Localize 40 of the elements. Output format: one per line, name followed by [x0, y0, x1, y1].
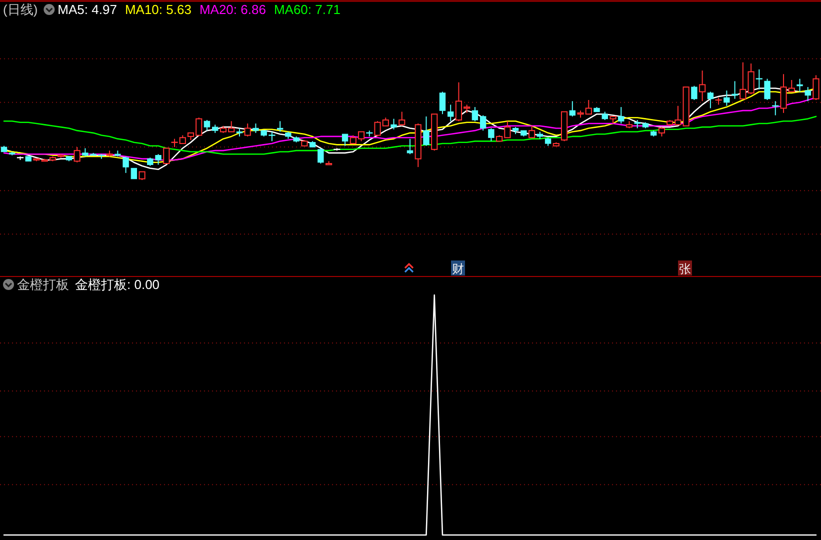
candlestick	[406, 138, 414, 155]
candlestick	[122, 156, 129, 174]
text: MA60: 7.71	[274, 2, 340, 17]
candlestick	[74, 146, 80, 163]
candlestick	[812, 74, 820, 100]
text: MA20: 6.86	[199, 2, 266, 17]
candlestick	[130, 168, 138, 180]
candlestick	[618, 106, 624, 124]
candlestick	[204, 119, 210, 132]
candlestick	[423, 116, 430, 146]
candlestick	[342, 134, 348, 146]
text: MA10: 5.63	[124, 2, 192, 17]
candlestick	[724, 90, 730, 106]
candlestick	[472, 106, 478, 122]
text: MA5: 4.97	[58, 2, 117, 17]
candlestick	[244, 123, 251, 137]
text: 张	[679, 262, 691, 276]
candlestick	[318, 148, 324, 164]
candlestick	[804, 86, 811, 102]
candlestick	[764, 78, 770, 100]
candlestick	[528, 125, 536, 138]
candlestick	[699, 70, 706, 102]
candlestick	[796, 78, 803, 92]
text: 财	[452, 262, 464, 276]
chart-title: 金橙打板	[17, 277, 69, 292]
candlestick	[732, 80, 738, 100]
chart-title: (日线)	[3, 2, 38, 17]
candlestick	[488, 128, 494, 142]
candlestick	[390, 118, 397, 130]
candlestick	[480, 114, 486, 132]
candlestick	[569, 100, 576, 117]
candlestick	[658, 126, 666, 137]
candlestick	[163, 148, 170, 164]
candlestick	[398, 111, 406, 126]
candlestick	[755, 68, 764, 90]
candlestick	[707, 91, 714, 109]
candlestick	[448, 104, 454, 122]
text: 金橙打板: 0.00	[75, 277, 160, 292]
candlestick	[691, 85, 698, 100]
candlestick	[439, 91, 446, 115]
